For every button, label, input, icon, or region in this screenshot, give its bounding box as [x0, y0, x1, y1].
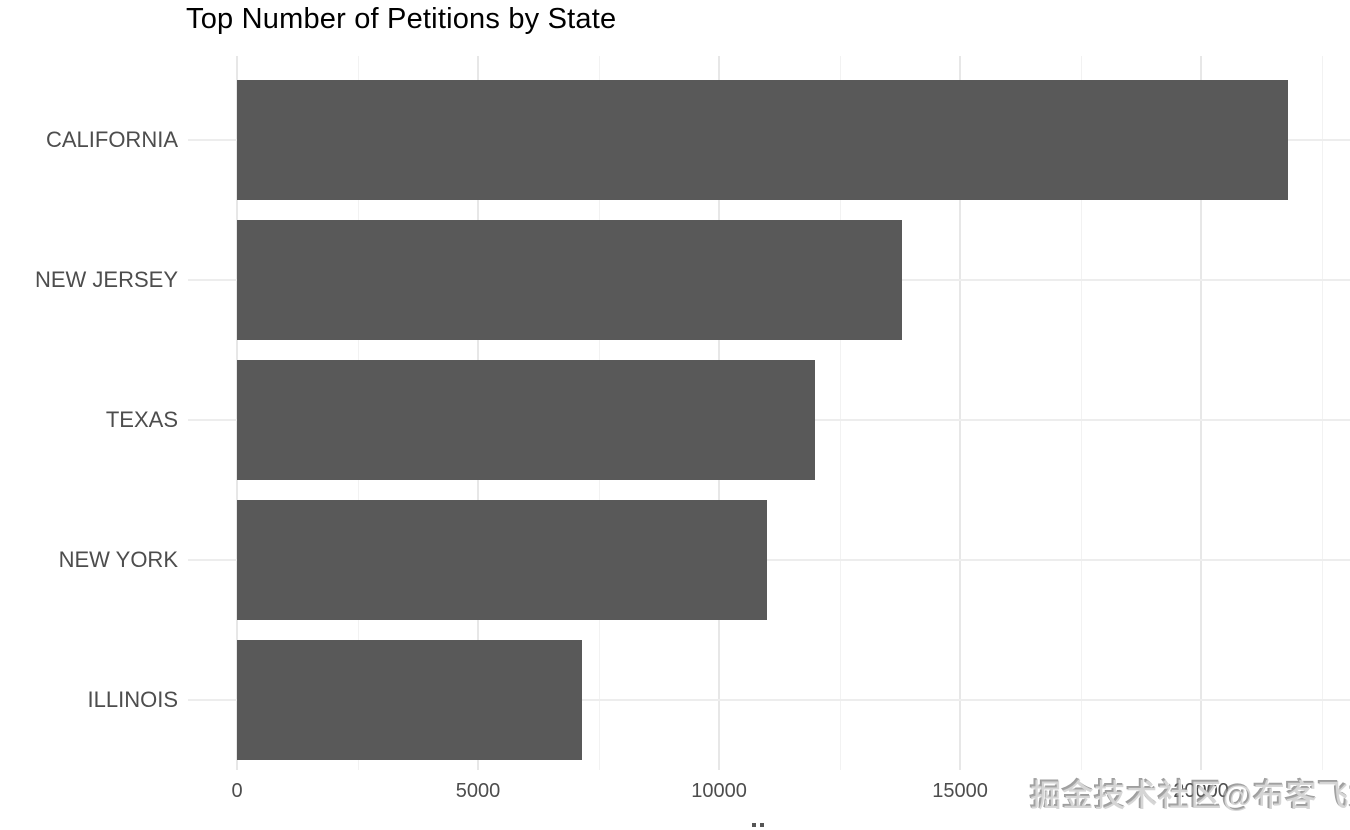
gridline-y-illinois	[237, 699, 1350, 701]
y-tick-new-jersey	[188, 279, 237, 281]
bar-california	[237, 80, 1288, 200]
clipped-axis-title-fragment	[752, 823, 772, 829]
x-axis-label-10000: 10000	[691, 780, 747, 802]
y-tick-california	[188, 139, 237, 141]
y-axis-label-illinois: ILLINOIS	[87, 687, 178, 712]
gridline-major-x-20000	[1200, 56, 1203, 770]
chart-title: Top Number of Petitions by State	[186, 3, 617, 35]
glyph-top-mark	[752, 823, 756, 827]
y-axis-label-california: CALIFORNIA	[45, 127, 178, 152]
y-tick-new-york	[188, 559, 237, 561]
x-axis-label-15000: 15000	[932, 780, 988, 802]
x-axis-label-5000: 5000	[455, 780, 501, 802]
bar-new-jersey	[237, 220, 903, 340]
y-axis-label-new-jersey: NEW JERSEY	[34, 267, 178, 292]
y-axis-label-texas: TEXAS	[105, 407, 178, 432]
plot-panel	[236, 56, 1350, 770]
gridline-minor-x-12500	[839, 56, 841, 770]
gridline-y-new-york	[237, 559, 1350, 561]
bar-new-york	[237, 500, 768, 620]
x-axis-label-0: 0	[231, 780, 243, 802]
bar-texas	[237, 360, 816, 480]
y-tick-illinois	[188, 699, 237, 701]
x-axis-label-20000: 20000	[1173, 780, 1229, 802]
glyph-top-mark	[760, 823, 764, 827]
gridline-minor-x-22500	[1321, 56, 1323, 770]
bar-illinois	[237, 640, 582, 760]
gridline-major-x-15000	[959, 56, 962, 770]
y-axis-label-new-york: NEW YORK	[58, 547, 178, 572]
y-tick-texas	[188, 419, 237, 421]
gridline-minor-x-17500	[1080, 56, 1082, 770]
